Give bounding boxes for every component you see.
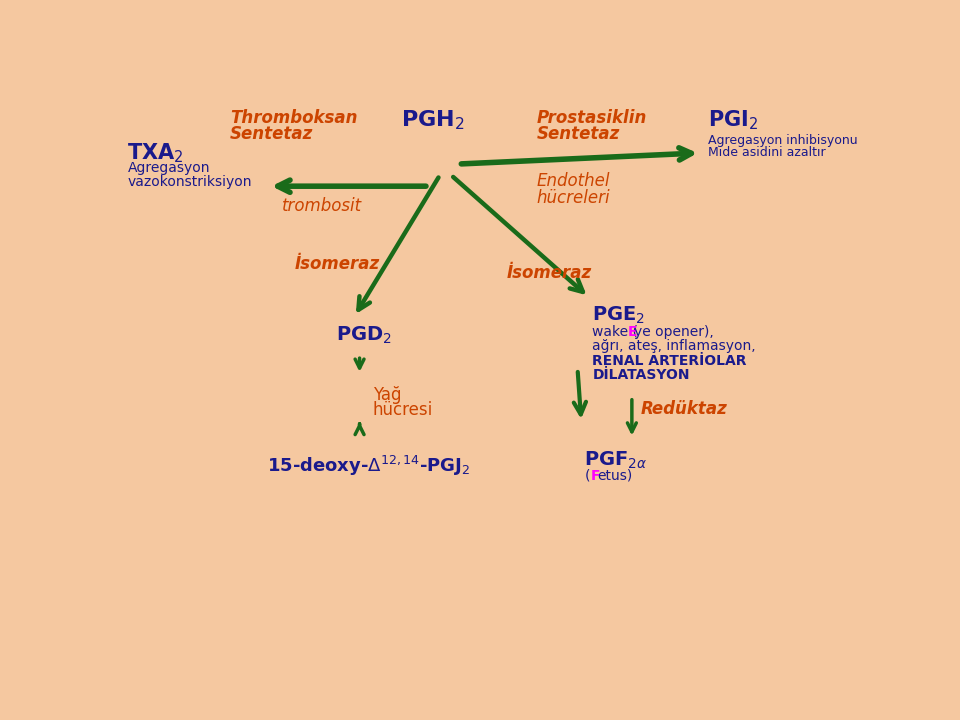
Text: F: F (591, 469, 600, 483)
Text: trombosit: trombosit (282, 197, 362, 215)
Text: Endothel: Endothel (537, 172, 611, 190)
Text: hücreleri: hücreleri (537, 189, 611, 207)
Text: wake (: wake ( (592, 325, 638, 339)
Text: PGH$_2$: PGH$_2$ (400, 109, 465, 132)
Text: PGE$_2$: PGE$_2$ (592, 305, 645, 325)
Text: Mide asidini azaltır: Mide asidini azaltır (708, 145, 826, 158)
Text: E: E (628, 325, 637, 339)
Text: RENAL ARTERİOLAR: RENAL ARTERİOLAR (592, 354, 747, 368)
Text: DİLATASYON: DİLATASYON (592, 368, 690, 382)
Text: PGF$_{2\alpha}$: PGF$_{2\alpha}$ (585, 449, 648, 471)
Text: İsomeraz: İsomeraz (295, 256, 380, 274)
Text: Redüktaz: Redüktaz (641, 400, 728, 418)
Text: Sentetaz: Sentetaz (230, 125, 313, 143)
Text: Prostasiklin: Prostasiklin (537, 109, 647, 127)
Text: vazokonstriksiyon: vazokonstriksiyon (128, 175, 252, 189)
Text: etus): etus) (597, 469, 632, 483)
Text: 15-deoxy-$\Delta^{12,14}$-PGJ$_2$: 15-deoxy-$\Delta^{12,14}$-PGJ$_2$ (267, 454, 470, 477)
Text: Yağ: Yağ (372, 386, 401, 404)
Text: hücresi: hücresi (372, 401, 433, 419)
Text: Sentetaz: Sentetaz (537, 125, 620, 143)
Text: Thromboksan: Thromboksan (230, 109, 358, 127)
Text: ağrı, ateş, inflamasyon,: ağrı, ateş, inflamasyon, (592, 339, 756, 354)
Text: Agregasyon inhibisyonu: Agregasyon inhibisyonu (708, 133, 857, 147)
Text: (: ( (585, 469, 589, 483)
Text: Agregasyon: Agregasyon (128, 161, 210, 175)
Text: İsomeraz: İsomeraz (507, 264, 592, 282)
Text: TXA$_2$: TXA$_2$ (128, 142, 184, 166)
Text: PGI$_2$: PGI$_2$ (708, 109, 758, 132)
Text: ye opener),: ye opener), (635, 325, 714, 339)
Text: PGD$_2$: PGD$_2$ (336, 325, 392, 346)
